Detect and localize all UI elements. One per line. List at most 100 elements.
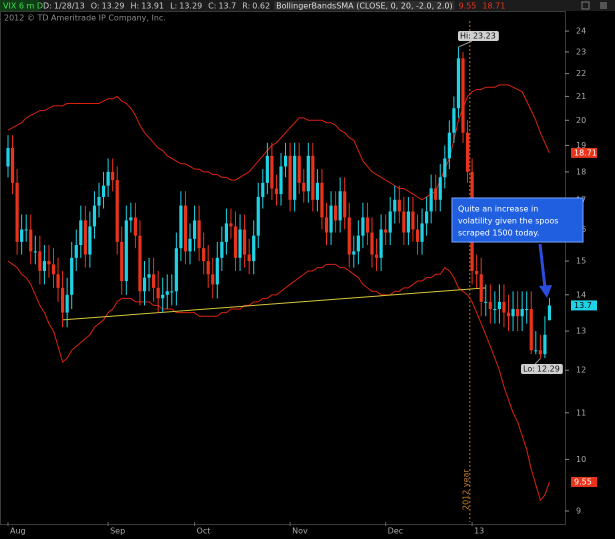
candle-body [33,251,37,253]
study: BollingerBandsSMA (CLOSE, 0, 20, -2.0, 2… [276,2,453,11]
window-icon[interactable] [581,1,590,10]
annotation-text: Quite an increase in [458,205,538,214]
candle-body [220,241,224,258]
candle-body [306,155,310,192]
y-tick-label: 14 [576,290,586,299]
candle-body [92,205,97,227]
x-tick-label: Dec [388,527,403,536]
candle-body [261,182,265,197]
candle-body [61,287,65,313]
study-box [274,1,455,10]
candle-body [206,261,210,275]
x-tick-label: Oct [197,527,211,536]
candle-body [479,274,483,302]
candle-body [343,191,347,218]
upper-band-tag-text: 18.71 [574,148,597,157]
candle-body [192,220,197,239]
y-tick-label: 18 [576,167,586,176]
candle-body [247,254,251,262]
candle-body [529,309,533,351]
candle-body [365,217,370,233]
candle-body [256,196,260,236]
candle-body [147,274,151,278]
trendline [62,287,486,321]
header-upper-band: 18.71 [482,2,505,11]
x-tick-label: Sep [110,527,125,536]
candle-body [461,58,465,133]
candle-body [233,226,238,258]
lower-band [7,260,550,502]
candle-body [29,229,33,252]
candle-body [38,251,42,271]
header-lower-band: 9.55 [459,2,477,11]
y-tick-label: 21 [576,92,586,101]
candle-body [70,257,74,295]
lower-band-tag: 9.55 [571,476,597,487]
candle-body [129,217,133,221]
candle-body [525,309,529,311]
candle-body [443,158,447,178]
candle-body [411,211,415,230]
candle-body [88,226,92,255]
candle-body [161,294,165,299]
candle-body [334,205,338,221]
candle-body [311,155,315,200]
candle-body [402,211,406,233]
candle-body [338,191,342,221]
window-icon[interactable] [600,2,607,9]
lo-label-label: Lo: [523,365,535,374]
date: 1/28/13 [54,2,85,11]
y-tick-label: 10 [576,455,586,464]
candle-body [497,301,501,310]
close-tag: 13.7 [571,300,597,311]
candle-body [15,182,19,242]
candle-body [534,350,538,352]
candle-body [115,180,119,242]
candle-body [174,248,178,292]
y-tick-label: 15 [576,257,586,266]
candle-body [520,309,524,317]
y-tick-label: 20 [576,116,586,125]
lower-band-tag-box [571,476,597,487]
candle-body [6,147,10,167]
candle-body [20,229,24,242]
candle-body [79,220,83,246]
candle-body [10,147,15,183]
candle-body [415,229,420,242]
candle-body [484,301,488,303]
candle-body [302,182,306,192]
date-label: D: [43,2,52,11]
candle-body [384,229,388,233]
x-tick-label: 13 [474,527,484,536]
candle-body [224,223,228,242]
lower-band-tag-text: 9.55 [574,477,592,486]
candle-body [202,248,206,262]
candle-body [547,305,552,321]
annotation-text: volatility given the spoos [458,217,558,226]
symbol: VIX 6 m D [3,2,43,11]
candle-body [429,188,433,212]
candle-body [265,155,269,183]
candle-body [111,171,115,181]
candle-body [97,196,101,206]
candle-body [283,155,288,167]
candle-body [288,155,292,200]
year-label: 2012 year [461,469,470,510]
candle-body [511,309,515,317]
candle-body [434,188,438,200]
candle-body [465,132,470,172]
candle-body [315,182,319,200]
symbol-box [0,0,39,11]
lo-label-value: 12.29 [537,365,560,374]
candle-body [543,334,547,355]
high-label: H: [130,2,139,11]
candle-body [215,257,219,285]
candle-body [516,309,520,317]
y-tick-label: 11 [576,408,586,417]
candle-body [506,312,511,317]
close-tag-text: 13.7 [574,301,592,310]
candle-body [324,217,329,233]
candle-body [183,205,188,252]
close-value: 13.7 [218,2,236,11]
